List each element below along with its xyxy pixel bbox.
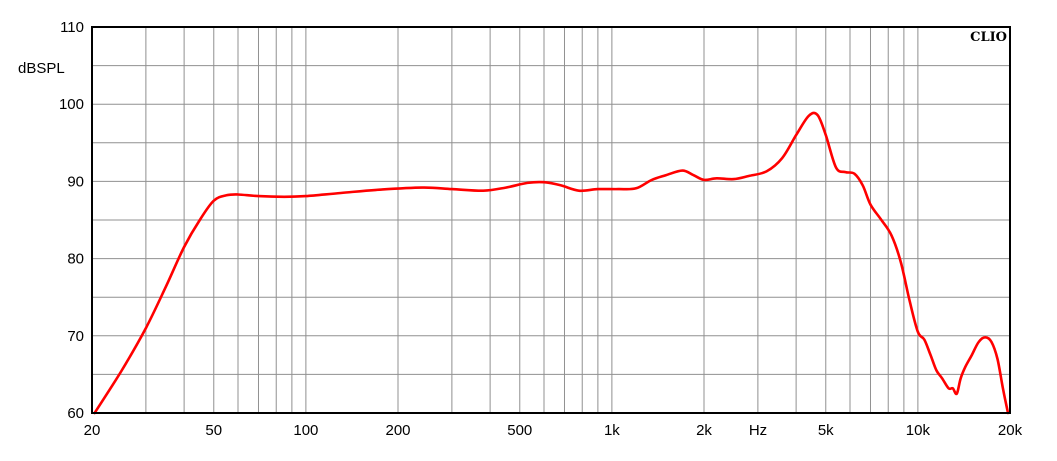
x-tick-label: 20k	[998, 422, 1023, 439]
x-tick-label: 2k	[696, 422, 712, 439]
y-tick-label: 80	[67, 251, 84, 268]
y-tick-label: 60	[67, 405, 84, 422]
plot-frame	[91, 26, 1011, 414]
y-tick-label: 90	[67, 173, 84, 190]
x-tick-label: 20	[84, 422, 101, 439]
series-line	[93, 111, 1010, 415]
curve-layer	[93, 111, 1010, 415]
y-tick-label: 110	[60, 19, 84, 36]
x-tick-label: 100	[293, 422, 318, 439]
y-tick-labels: 60 70 80 90 100 110	[59, 19, 84, 422]
y-axis-label: dBSPL	[18, 60, 65, 77]
x-tick-labels: 20 50 100 200 500 1k 2k 5k 10k 20k	[84, 422, 1023, 439]
grid	[92, 27, 1010, 413]
x-tick-label: 1k	[604, 422, 620, 439]
y-tick-label: 100	[59, 96, 84, 113]
brand-label: CLIO	[970, 30, 1007, 45]
x-tick-label: 200	[385, 422, 410, 439]
y-tick-label: 70	[67, 328, 84, 345]
x-tick-label: 500	[507, 422, 532, 439]
x-axis-label: Hz	[749, 422, 767, 439]
x-tick-label: 50	[205, 422, 222, 439]
x-tick-label: 5k	[818, 422, 834, 439]
x-tick-label: 10k	[906, 422, 931, 439]
